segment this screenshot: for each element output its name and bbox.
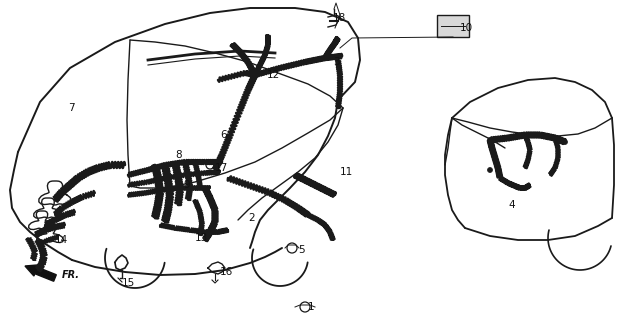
FancyArrow shape [25, 265, 56, 281]
Text: 3: 3 [333, 57, 340, 67]
Text: 5: 5 [298, 245, 305, 255]
Circle shape [523, 186, 528, 190]
Text: 11: 11 [340, 167, 353, 177]
Text: 15: 15 [122, 278, 135, 288]
Text: 10: 10 [460, 23, 473, 33]
Bar [437, 15, 469, 37]
Circle shape [488, 167, 493, 172]
Text: 18: 18 [333, 13, 346, 23]
Text: 12: 12 [267, 70, 280, 80]
Circle shape [488, 138, 493, 142]
Text: 1: 1 [308, 302, 315, 312]
Text: 6: 6 [220, 130, 227, 140]
Text: 14: 14 [55, 235, 69, 245]
Circle shape [563, 140, 568, 145]
Text: FR.: FR. [62, 270, 80, 280]
Text: 13: 13 [195, 233, 208, 243]
Text: 8: 8 [175, 150, 182, 160]
Text: 17: 17 [215, 163, 228, 173]
Text: 9: 9 [183, 180, 189, 190]
Text: 16: 16 [220, 267, 233, 277]
Text: 7: 7 [68, 103, 75, 113]
Text: 4: 4 [508, 200, 515, 210]
Text: 2: 2 [248, 213, 255, 223]
